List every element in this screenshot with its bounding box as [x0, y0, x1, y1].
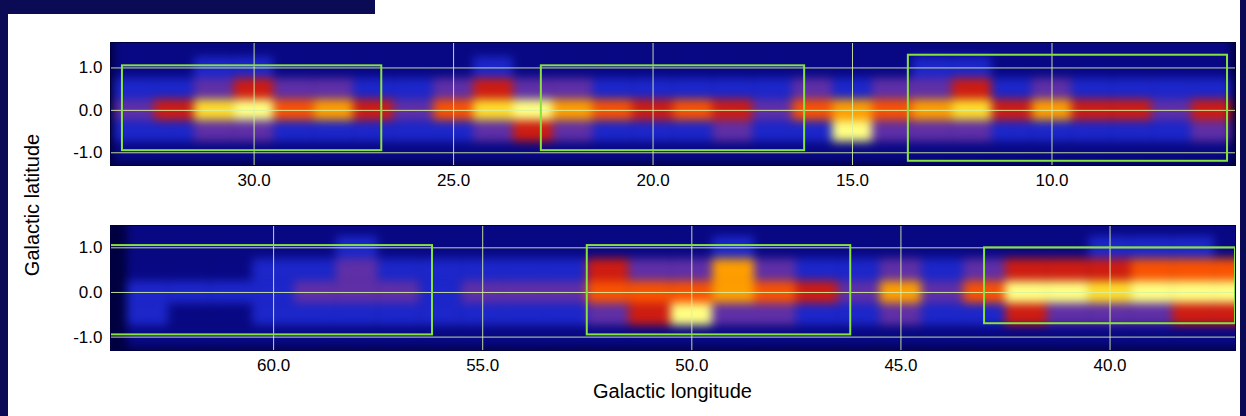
svg-text:40.0: 40.0 — [1093, 356, 1126, 375]
svg-text:30.0: 30.0 — [238, 171, 271, 190]
svg-text:60.0: 60.0 — [257, 356, 290, 375]
svg-text:0.0: 0.0 — [79, 101, 103, 120]
svg-text:25.0: 25.0 — [437, 171, 470, 190]
svg-text:20.0: 20.0 — [637, 171, 670, 190]
svg-text:0.0: 0.0 — [79, 283, 103, 302]
html-text:Galactic latitude: Galactic latitude — [20, 133, 43, 277]
svg-text:15.0: 15.0 — [836, 171, 869, 190]
svg-text:45.0: 45.0 — [884, 356, 917, 375]
svg-text:50.0: 50.0 — [675, 356, 708, 375]
svg-text:1.0: 1.0 — [79, 58, 103, 77]
svg-text:55.0: 55.0 — [466, 356, 499, 375]
svg-text:1.0: 1.0 — [79, 238, 103, 257]
html-text:Galactic longitude: Galactic longitude — [593, 380, 752, 402]
svg-text:-1.0: -1.0 — [73, 143, 102, 162]
svg-text:-1.0: -1.0 — [73, 328, 102, 347]
svg-text:10.0: 10.0 — [1035, 171, 1068, 190]
